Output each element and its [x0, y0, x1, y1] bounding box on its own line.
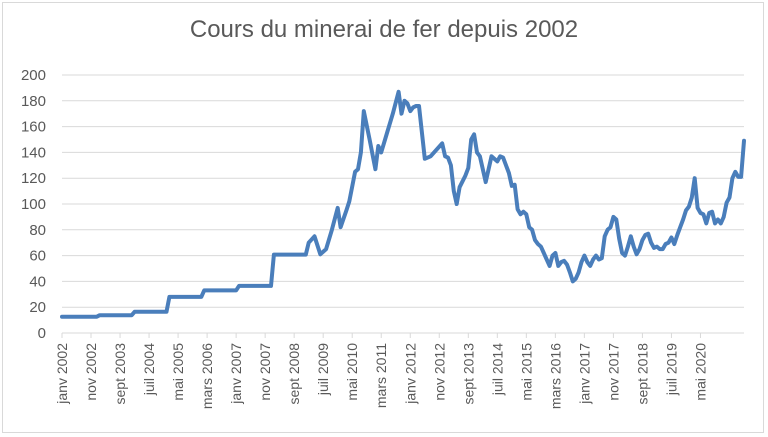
- y-tick-label: 60: [29, 248, 46, 265]
- chart-title: Cours du minerai de fer depuis 2002: [189, 16, 579, 43]
- gridlines: [62, 74, 744, 308]
- x-tick-label: mars 2011: [373, 343, 389, 408]
- y-tick-label: 180: [21, 93, 46, 110]
- y-tick-label: 140: [21, 144, 46, 161]
- x-tick-label: janv 2007: [228, 343, 244, 405]
- x-tick-label: juil 2004: [141, 343, 157, 396]
- x-tick-label: sept 2013: [460, 343, 476, 405]
- y-tick-label: 20: [29, 299, 46, 316]
- y-tick-label: 0: [38, 325, 46, 342]
- x-tick-label: mars 2016: [547, 343, 563, 409]
- y-tick-label: 160: [21, 119, 46, 136]
- chart-frame: [2, 2, 764, 433]
- x-tick-label: mars 2006: [199, 343, 215, 409]
- x-tick-label: juil 2014: [489, 343, 505, 396]
- x-tick-label: mai 2010: [344, 343, 360, 401]
- y-tick-label: 200: [21, 67, 46, 84]
- y-tick-label: 120: [21, 170, 46, 187]
- x-tick-label: janv 2002: [54, 343, 70, 405]
- x-tick-label: sept 2018: [634, 343, 650, 405]
- series-line: [60, 89, 746, 319]
- x-tick-label: sept 2008: [286, 343, 302, 405]
- x-tick-label: sept 2003: [112, 343, 128, 405]
- x-tick-label: juil 2019: [663, 343, 679, 396]
- x-tick-label: janv 2012: [402, 343, 418, 405]
- y-tick-label: 40: [29, 273, 46, 290]
- x-tick-label: mai 2005: [170, 343, 186, 401]
- x-tick-label: nov 2007: [257, 343, 273, 401]
- x-tick-label: nov 2017: [605, 343, 621, 401]
- x-tick-label: janv 2017: [576, 343, 592, 405]
- x-tick-label: nov 2002: [83, 343, 99, 401]
- y-axis: 0 20 40 60 80 100 120 140 160 180 200: [21, 67, 46, 342]
- x-tick-label: mai 2020: [692, 343, 708, 401]
- x-tick-label: mai 2015: [518, 343, 534, 401]
- y-tick-label: 80: [29, 222, 46, 239]
- x-axis: janv 2002 nov 2002 sept 2003 juil 2004 mai 2…: [54, 332, 744, 409]
- x-tick-label: juil 2009: [315, 343, 331, 396]
- x-tick-label: nov 2012: [431, 343, 447, 401]
- y-tick-label: 100: [21, 196, 46, 213]
